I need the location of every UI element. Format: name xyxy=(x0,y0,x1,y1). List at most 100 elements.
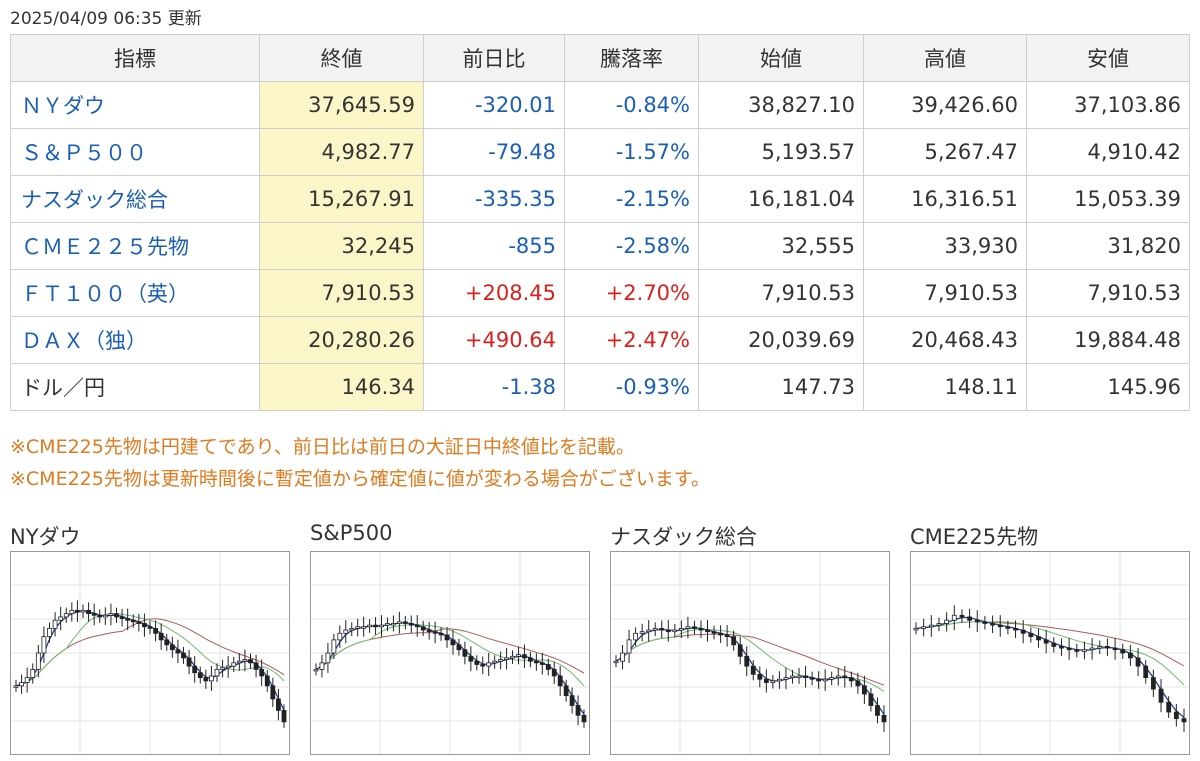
candle-body xyxy=(186,657,192,667)
market-index-table: 指標 終値 前日比 騰落率 始値 高値 安値 ＮＹダウ 37,645.59 -320… xyxy=(10,34,1190,411)
candle-body xyxy=(281,709,287,723)
low-cell: 7,910.53 xyxy=(1026,269,1190,317)
header-indicator: 指標 xyxy=(10,34,260,82)
candle-body xyxy=(325,652,331,664)
candle-body xyxy=(158,632,164,641)
candle-body xyxy=(480,664,486,667)
index-name-link[interactable]: ＦＴ１００（英） xyxy=(10,269,260,317)
candle-body xyxy=(52,619,58,629)
close-cell: 146.34 xyxy=(259,363,424,411)
candle-body xyxy=(181,652,186,659)
candle-body xyxy=(533,660,539,664)
table-row: ドル／円 146.34 -1.38 -0.93% 147.73 148.11 145.96 xyxy=(10,363,1190,411)
candle-body xyxy=(692,626,697,629)
candle-body xyxy=(175,649,181,654)
candle-body xyxy=(58,616,64,621)
candle-body xyxy=(432,631,438,634)
header-change: 前日比 xyxy=(423,34,565,82)
candle-body xyxy=(130,619,136,623)
chart-sp500[interactable] xyxy=(310,551,590,755)
index-name-link[interactable]: Ｓ＆Ｐ５００ xyxy=(10,128,260,176)
table-row: ＮＹダウ 37,645.59 -320.01 -0.84% 38,827.10 39,42… xyxy=(10,81,1190,129)
candle-body xyxy=(835,675,841,678)
index-name-link[interactable]: ＮＹダウ xyxy=(10,81,260,129)
pct-cell: -1.57% xyxy=(564,128,699,176)
chart-cme225[interactable] xyxy=(910,551,1190,755)
high-cell: 20,468.43 xyxy=(863,316,1027,364)
candle-body xyxy=(1066,647,1072,651)
open-cell: 5,193.57 xyxy=(698,128,864,176)
index-name-link[interactable]: ナスダック総合 xyxy=(10,175,260,223)
table-row: ＤＡＸ（独） 20,280.26 +490.64 +2.47% 20,039.69 20,… xyxy=(10,316,1190,364)
pct-cell: +2.47% xyxy=(564,316,699,364)
close-cell: 20,280.26 xyxy=(259,316,424,364)
candle-body xyxy=(936,623,942,626)
candle-body xyxy=(724,634,730,637)
candle-body xyxy=(990,623,995,626)
candle-body xyxy=(331,639,337,654)
note-cme-provisional: ※CME225先物は更新時間後に暫定値から確定値に値が変わる場合がございます。 xyxy=(10,468,710,490)
candle-body xyxy=(444,634,450,641)
candle-body xyxy=(367,624,372,628)
candle-body xyxy=(1082,649,1087,652)
high-cell: 39,426.60 xyxy=(863,81,1027,129)
candle-body xyxy=(504,657,509,660)
candle-body xyxy=(1127,652,1133,659)
candle-body xyxy=(1097,646,1103,649)
candle-body xyxy=(1028,632,1034,637)
candle-body xyxy=(80,609,86,613)
chart-title-cme225: CME225先物 xyxy=(910,525,1039,549)
change-cell: -320.01 xyxy=(423,81,565,129)
low-cell: 15,053.39 xyxy=(1026,175,1190,223)
candle-body xyxy=(69,609,75,615)
candle-body xyxy=(959,614,965,618)
candle-body xyxy=(102,614,108,618)
candle-body xyxy=(705,629,710,633)
candle-body xyxy=(1059,646,1064,649)
candle-body xyxy=(1181,718,1187,723)
header-high: 高値 xyxy=(863,34,1027,82)
candle-body xyxy=(30,669,36,679)
candle-body xyxy=(1112,647,1118,651)
candle-body xyxy=(47,628,52,638)
candle-body xyxy=(672,629,678,633)
candle-body xyxy=(264,675,270,687)
candle-body xyxy=(659,628,665,631)
table-row: Ｓ＆Ｐ５００ 4,982.77 -79.48 -1.57% 5,193.57 5,267.… xyxy=(10,128,1190,176)
candle-body xyxy=(516,654,521,657)
candle-body xyxy=(711,631,717,634)
change-cell: +208.45 xyxy=(423,269,565,317)
candle-body xyxy=(1158,688,1164,703)
candle-body xyxy=(1143,665,1149,679)
candle-body xyxy=(41,636,47,654)
high-cell: 148.11 xyxy=(863,363,1027,411)
chart-nydow[interactable] xyxy=(10,551,290,755)
high-cell: 7,910.53 xyxy=(863,269,1027,317)
candle-body xyxy=(343,629,349,634)
candle-body xyxy=(750,665,756,675)
low-cell: 19,884.48 xyxy=(1026,316,1190,364)
close-cell: 37,645.59 xyxy=(259,81,424,129)
candle-body xyxy=(545,664,551,670)
candle-body xyxy=(770,680,776,683)
candle-body xyxy=(646,629,652,633)
candle-body xyxy=(456,644,462,651)
open-cell: 7,910.53 xyxy=(698,269,864,317)
candle-body xyxy=(1005,626,1011,629)
candle-body xyxy=(757,673,763,680)
candle-body xyxy=(169,644,175,651)
candle-body xyxy=(361,626,367,629)
index-name-link[interactable]: ＣＭＥ２２５先物 xyxy=(10,222,260,270)
open-cell: 32,555 xyxy=(698,222,864,270)
index-name-link[interactable]: ＤＡＸ（独） xyxy=(10,316,260,364)
candle-body xyxy=(402,621,408,624)
candle-body xyxy=(420,626,426,631)
candle-body xyxy=(620,652,625,662)
low-cell: 31,820 xyxy=(1026,222,1190,270)
candle-body xyxy=(1013,628,1018,631)
candle-body xyxy=(63,613,69,618)
candle-body xyxy=(737,644,743,657)
update-timestamp: 2025/04/09 06:35 更新 xyxy=(10,9,202,29)
chart-nasdaq[interactable] xyxy=(610,551,890,755)
candle-body xyxy=(974,619,980,623)
